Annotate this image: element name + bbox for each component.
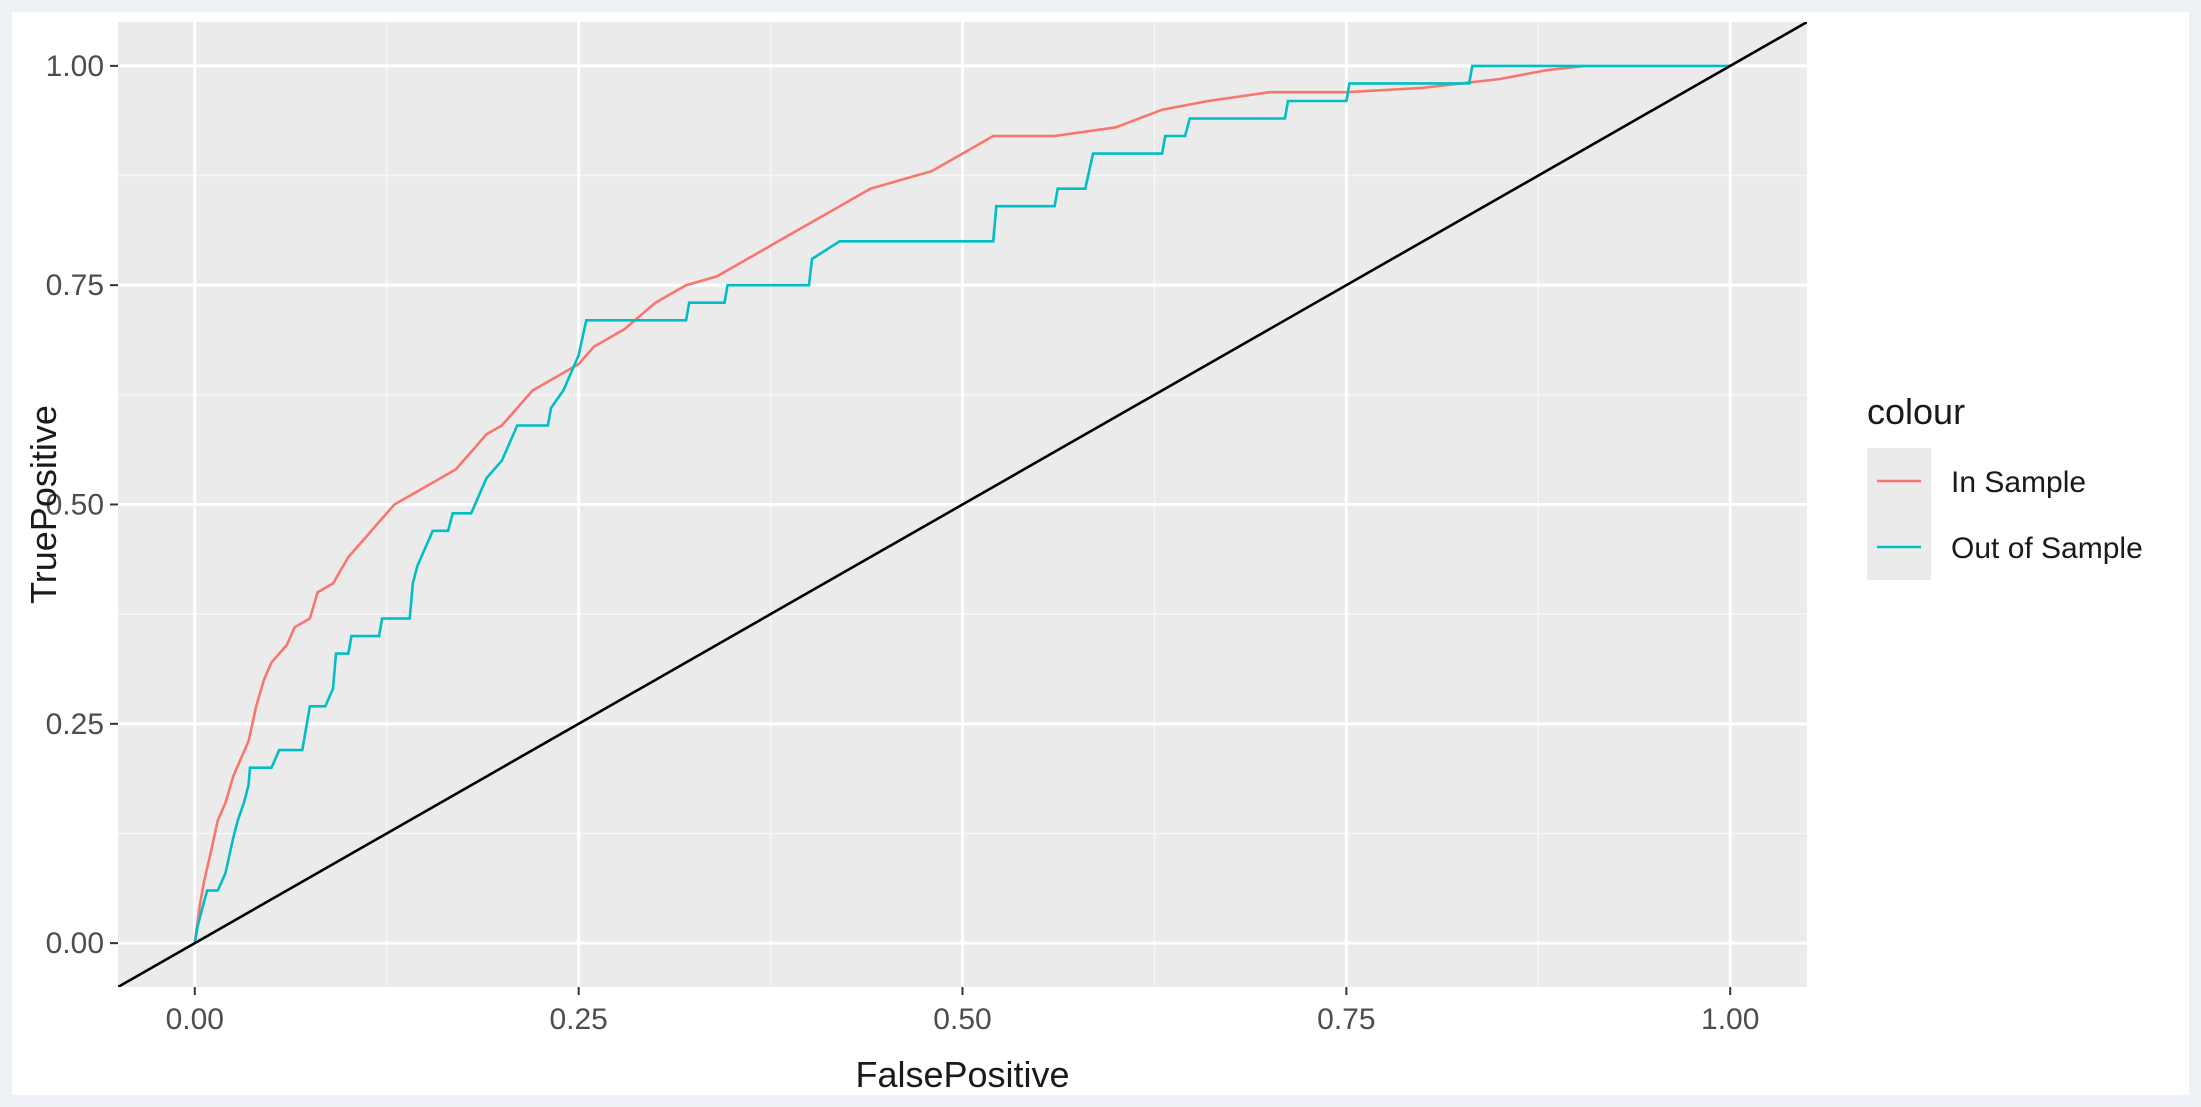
y-tick-label: 0.50 [46, 489, 104, 522]
x-tick-label: 0.00 [166, 1003, 224, 1036]
legend-label-in-sample: In Sample [1951, 466, 2086, 499]
series-in-sample [193, 64, 1585, 944]
x-axis-title: FalsePositive [855, 1054, 1069, 1095]
y-axis-title: TruePositive [23, 405, 64, 604]
roc-chart: 0.00 0.25 0.50 0.75 1.00 0.00 0.25 0.50 0.75 1.00… [23, 22, 2143, 1095]
y-tick-label: 0.00 [46, 927, 104, 960]
y-tick-label: 1.00 [46, 50, 104, 83]
x-tick-label: 0.50 [933, 1003, 991, 1036]
series-layer [118, 22, 1807, 987]
x-tick-label: 1.00 [1701, 1003, 1759, 1036]
legend: colour In Sample Out of Sample [1867, 391, 2143, 580]
legend-item-in-sample: In Sample [1867, 448, 2086, 514]
x-tick-label: 0.25 [549, 1003, 607, 1036]
y-tick-label: 0.75 [46, 269, 104, 302]
legend-title: colour [1867, 391, 1965, 432]
series-out-of-sample [193, 64, 1731, 944]
legend-item-out-of-sample: Out of Sample [1867, 514, 2143, 580]
ticks-layer: 0.00 0.25 0.50 0.75 1.00 0.00 0.25 0.50 0.75 1.00 [46, 50, 1760, 1036]
legend-label-out-of-sample: Out of Sample [1951, 532, 2143, 565]
x-tick-label: 0.75 [1317, 1003, 1375, 1036]
diagonal-reference-line [118, 22, 1807, 987]
chart-card: 0.00 0.25 0.50 0.75 1.00 0.00 0.25 0.50 0.75 1.00… [12, 12, 2189, 1095]
y-tick-label: 0.25 [46, 708, 104, 741]
